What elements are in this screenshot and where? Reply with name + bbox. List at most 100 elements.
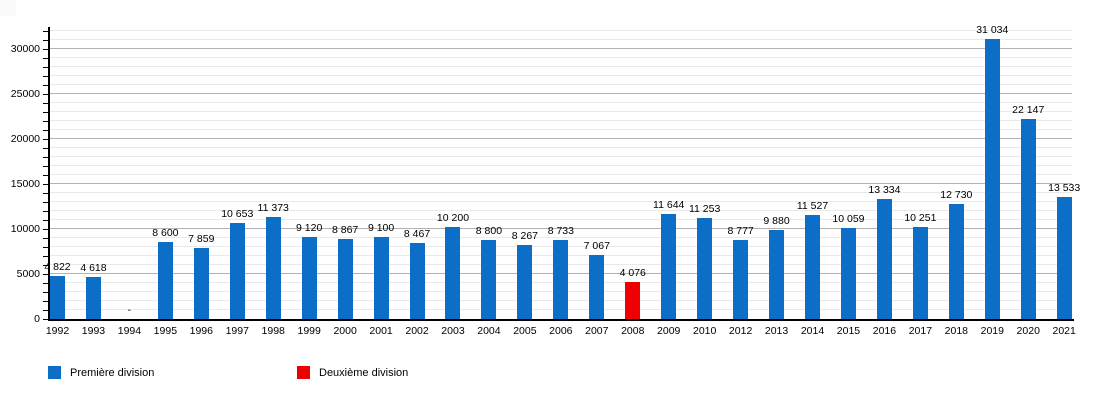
bar-2006	[553, 240, 569, 319]
bar-slot-1997: 10 653 1997	[221, 28, 253, 337]
bar-2012	[733, 239, 749, 319]
gridline-minor	[50, 236, 1072, 238]
bar-slot-1992: 4 822 1992	[44, 28, 70, 337]
bar-slot-2015: 10 059 2015	[832, 28, 864, 337]
y-tick	[43, 103, 48, 104]
bar-slot-1993: 4 618 1993	[80, 28, 106, 337]
x-tick-label-1994: 1994	[117, 325, 142, 337]
bar-value-label-1997: 10 653	[221, 208, 254, 221]
bar-slot-2003: 10 200 2003	[437, 28, 469, 337]
gridline-minor	[50, 164, 1072, 166]
gridline-minor	[50, 83, 1072, 85]
bar-value-label-2002: 8 467	[403, 227, 431, 240]
bar-value-label-2015: 10 059	[832, 213, 865, 226]
bar-slot-2005: 8 267 2005	[512, 28, 538, 337]
gridline-minor	[50, 119, 1072, 121]
y-tick	[43, 319, 48, 320]
y-tick	[43, 49, 48, 50]
bar-value-label-2000: 8 867	[331, 224, 359, 237]
bar-slot-2016: 13 334 2016	[868, 28, 900, 337]
y-tick	[43, 301, 48, 302]
bar-2007	[589, 255, 605, 319]
bar-slot-2001: 9 100 2001	[368, 28, 394, 337]
bar-1993	[85, 277, 101, 319]
gridline-minor	[50, 38, 1072, 40]
x-tick-label-2006: 2006	[549, 325, 573, 337]
bar-2005	[517, 244, 533, 319]
bar-value-label-2009: 11 644	[653, 199, 685, 212]
x-tick-label-2020: 2020	[1016, 325, 1040, 337]
y-tick-label: 10000	[10, 222, 40, 235]
y-tick	[43, 211, 48, 212]
bar-value-label-1993: 4 618	[80, 262, 107, 275]
bar-slot-2010: 11 253 2010	[689, 28, 720, 337]
bar-2019	[984, 39, 1000, 319]
x-tick-label-1993: 1993	[81, 325, 106, 337]
bar-value-label-1992: 4 822	[44, 260, 71, 273]
bar-2015	[840, 228, 856, 319]
gridline-minor	[50, 200, 1072, 202]
y-axis	[48, 27, 50, 321]
legend-label-premiere-division: Première division	[70, 366, 155, 379]
bar-2018	[948, 204, 964, 319]
x-tick-label-2017: 2017	[908, 325, 933, 337]
x-tick-label-2012: 2012	[728, 325, 753, 337]
x-tick-label-2010: 2010	[692, 325, 717, 337]
bar-2013	[769, 230, 785, 319]
y-tick	[43, 229, 48, 230]
bar-value-label-2001: 9 100	[367, 222, 395, 235]
bar-slot-1996: 7 859 1996	[188, 28, 214, 337]
bar-2016	[876, 198, 892, 319]
gridline-major	[50, 227, 1072, 229]
y-tick	[43, 76, 48, 77]
gridline-minor	[50, 56, 1072, 58]
y-tick-label: 5000	[16, 267, 40, 280]
bar-slot-2018: 12 730 2018	[940, 28, 972, 337]
gridline-minor	[50, 74, 1072, 76]
bar-1995	[157, 241, 173, 319]
bar-slot-2009: 11 644 2009	[653, 28, 684, 337]
x-axis	[48, 319, 1074, 321]
bar-value-label-2013: 9 880	[763, 215, 790, 227]
bar-2000	[337, 239, 353, 319]
y-tick	[43, 220, 48, 221]
gridline-major	[50, 47, 1072, 49]
y-tick-label: 20000	[10, 132, 40, 145]
x-tick-label-2004: 2004	[477, 325, 501, 337]
bar-slot-2004: 8 800 2004	[476, 28, 502, 337]
bar-slot-2013: 9 880 2013	[763, 28, 789, 338]
y-tick	[43, 94, 48, 95]
x-tick-label-2003: 2003	[441, 325, 465, 337]
bar-value-label-2007: 7 067	[583, 240, 610, 253]
y-tick	[43, 238, 48, 239]
x-tick-label-1999: 1999	[297, 325, 321, 337]
bar-value-label-2006: 8 733	[547, 225, 574, 238]
bar-2017	[912, 226, 928, 319]
x-tick-label-2018: 2018	[944, 325, 969, 337]
x-tick-label-1997: 1997	[225, 325, 249, 337]
y-tick	[43, 130, 48, 131]
gridline-minor	[50, 218, 1072, 220]
y-tick	[43, 112, 48, 113]
bar-2014	[805, 215, 821, 319]
bar-2002	[409, 242, 425, 319]
bar-value-label-2018: 12 730	[940, 189, 973, 202]
x-tick-label-2016: 2016	[872, 325, 897, 337]
bar-value-label-1999: 9 120	[296, 221, 323, 234]
bar-value-label-2014: 11 527	[796, 200, 829, 213]
gridline-major	[50, 137, 1072, 139]
x-tick-label-2013: 2013	[764, 325, 789, 337]
gridline-minor	[50, 65, 1072, 67]
x-tick-label-2002: 2002	[405, 325, 429, 337]
y-tick-label: 15000	[10, 177, 40, 190]
y-tick	[43, 31, 48, 32]
y-tick	[43, 193, 48, 194]
y-tick	[43, 283, 48, 284]
legend-swatch-premiere-division	[48, 366, 61, 379]
x-tick-label-2014: 2014	[800, 325, 825, 337]
bar-value-label-2016: 13 334	[868, 183, 901, 196]
bar-2008	[625, 282, 641, 319]
bar-2010	[697, 217, 713, 319]
y-tick	[43, 67, 48, 68]
